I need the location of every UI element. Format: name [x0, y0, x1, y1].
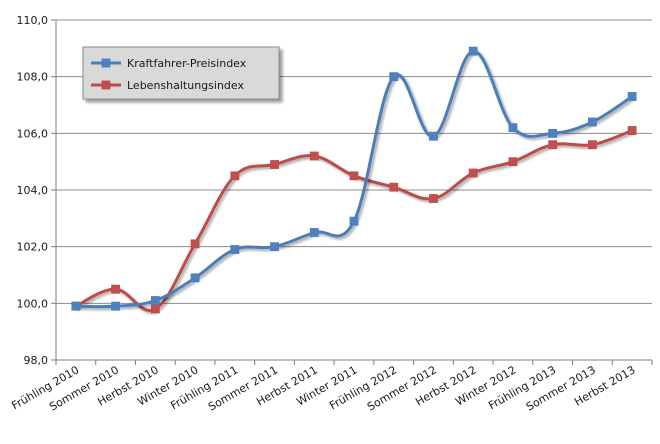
legend-label: Lebenshaltungsindex — [127, 79, 244, 92]
data-point-marker — [389, 72, 399, 82]
y-tick-label: 104,0 — [17, 184, 49, 197]
legend-marker-swatch — [101, 80, 111, 90]
data-point-marker — [627, 92, 637, 101]
data-point-marker — [270, 160, 279, 169]
data-point-marker — [270, 242, 279, 252]
data-point-marker — [230, 171, 240, 181]
data-point-marker — [389, 182, 399, 192]
data-point-marker — [230, 245, 240, 254]
data-point-marker — [429, 194, 438, 203]
data-point-marker — [548, 140, 558, 150]
y-axis-labels: 98,0 100,0 102,0 104,0 106,0 108,0 110,0 — [17, 14, 49, 367]
data-point-marker — [111, 284, 120, 294]
y-tick-label: 106,0 — [17, 127, 49, 140]
data-point-marker — [588, 117, 597, 127]
legend-box — [82, 46, 280, 100]
data-point-marker — [190, 273, 200, 283]
series-line-0 — [74, 49, 634, 309]
data-point-marker — [508, 123, 518, 133]
y-tick-label: 108,0 — [17, 71, 49, 84]
data-point-marker — [349, 216, 359, 226]
y-tick-label: 100,0 — [17, 297, 49, 310]
data-point-marker — [309, 228, 319, 237]
legend: Kraftfahrer-Preisindex Lebenshaltungsinde… — [82, 46, 280, 100]
data-point-marker — [71, 301, 81, 311]
series-markers — [71, 46, 637, 314]
axes — [51, 19, 653, 365]
legend-marker-swatch — [101, 58, 111, 68]
y-tick-label: 110,0 — [17, 14, 49, 27]
y-tick-label: 98,0 — [24, 354, 49, 367]
legend-label: Kraftfahrer-Preisindex — [127, 57, 247, 70]
data-point-marker — [548, 128, 558, 138]
data-point-marker — [150, 296, 160, 305]
data-point-marker — [111, 301, 120, 311]
data-point-marker — [468, 46, 478, 56]
data-point-marker — [190, 239, 200, 249]
data-point-marker — [508, 157, 518, 167]
data-point-marker — [150, 304, 160, 314]
data-point-marker — [588, 140, 597, 150]
data-point-marker — [429, 131, 438, 141]
data-point-marker — [309, 151, 319, 161]
data-point-marker — [349, 171, 359, 181]
data-point-marker — [468, 168, 478, 178]
data-point-marker — [627, 126, 637, 135]
y-tick-label: 102,0 — [17, 241, 49, 254]
